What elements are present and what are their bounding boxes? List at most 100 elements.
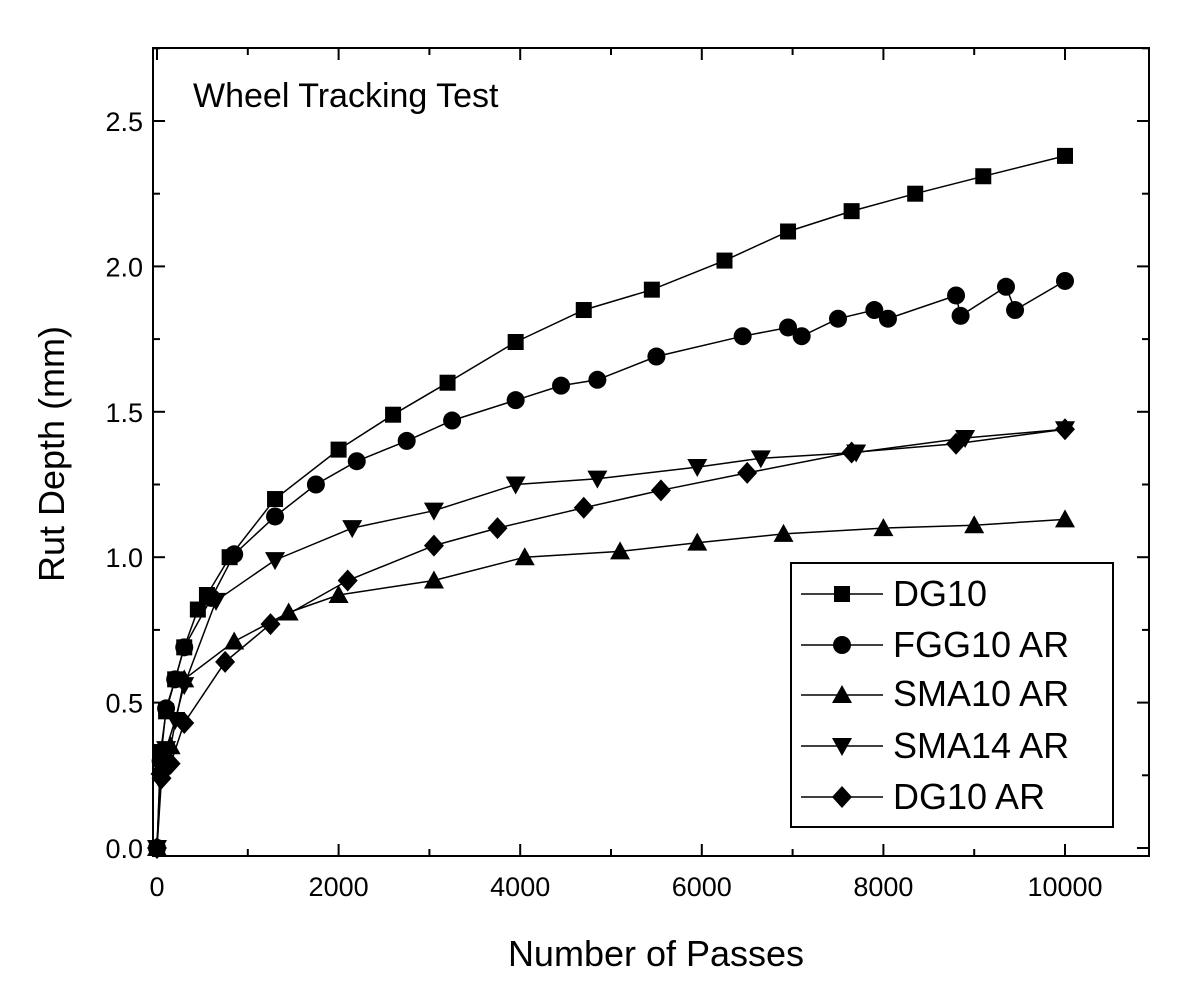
x-tick-label: 10000 bbox=[1027, 872, 1102, 902]
data-point-fgg10-ar bbox=[306, 475, 325, 494]
legend-samples bbox=[801, 586, 883, 808]
legend-marker-sma10-ar bbox=[832, 685, 852, 703]
data-point-fgg10-ar bbox=[266, 507, 285, 526]
series-line-sma14-ar bbox=[156, 428, 1066, 849]
data-point-sma10-ar bbox=[773, 523, 794, 542]
y-axis-title: Rut Depth (mm) bbox=[31, 326, 72, 582]
legend-marker-fgg10-ar bbox=[833, 636, 851, 654]
series-dg10-ar bbox=[147, 418, 1075, 859]
data-point-sma14-ar bbox=[423, 502, 444, 521]
data-point-dg10 bbox=[575, 302, 592, 319]
legend-label-sma14-ar: SMA14 AR bbox=[893, 725, 1069, 766]
y-tick-label: 2.5 bbox=[105, 107, 143, 137]
legend: DG10 FGG10 AR SMA10 AR SMA14 AR DG10 AR bbox=[790, 562, 1114, 828]
legend-label-dg10: DG10 bbox=[893, 573, 987, 614]
data-point-dg10 bbox=[1057, 147, 1073, 164]
data-point-sma14-ar bbox=[206, 592, 227, 611]
data-point-fgg10-ar bbox=[865, 301, 884, 320]
data-point-sma14-ar bbox=[342, 520, 363, 539]
data-point-dg10-ar bbox=[841, 441, 862, 464]
data-point-sma14-ar bbox=[505, 476, 526, 495]
data-point-dg10 bbox=[643, 281, 660, 298]
data-point-fgg10-ar bbox=[1006, 301, 1025, 320]
data-point-dg10 bbox=[385, 406, 402, 423]
data-point-sma10-ar bbox=[514, 547, 535, 566]
y-tick-label: 1.5 bbox=[105, 398, 143, 428]
x-tick-label: 4000 bbox=[490, 872, 550, 902]
data-point-fgg10-ar bbox=[996, 277, 1015, 296]
x-tick-label: 0 bbox=[149, 872, 164, 902]
data-point-fgg10-ar bbox=[225, 545, 244, 564]
legend-label-dg10-ar: DG10 AR bbox=[893, 776, 1045, 817]
x-tick-label: 6000 bbox=[672, 872, 732, 902]
data-point-fgg10-ar bbox=[792, 327, 811, 346]
tick-labels: 0 2000 4000 6000 8000 10000 0.0 0.5 1.0 1.5 2.0 2.5 bbox=[105, 107, 1102, 902]
data-point-dg10 bbox=[330, 441, 347, 458]
data-point-sma14-ar bbox=[750, 450, 771, 469]
data-point-fgg10-ar bbox=[779, 318, 798, 337]
data-point-fgg10-ar bbox=[397, 431, 416, 450]
data-point-dg10 bbox=[843, 203, 860, 220]
axis-ticks bbox=[153, 47, 1149, 856]
data-point-dg10-ar bbox=[337, 569, 358, 592]
data-point-sma14-ar bbox=[587, 470, 608, 489]
data-point-sma10-ar bbox=[687, 532, 708, 551]
data-point-sma14-ar bbox=[174, 677, 195, 696]
data-point-dg10 bbox=[716, 252, 733, 269]
data-point-dg10-ar bbox=[737, 461, 758, 484]
data-point-dg10-ar bbox=[946, 432, 967, 455]
data-point-sma14-ar bbox=[265, 552, 286, 571]
x-tick-label: 8000 bbox=[853, 872, 913, 902]
legend-label-fgg10-ar: FGG10 AR bbox=[893, 624, 1069, 665]
data-point-dg10-ar bbox=[147, 837, 167, 859]
data-point-dg10 bbox=[907, 185, 924, 202]
data-point-dg10-ar bbox=[260, 613, 281, 636]
data-point-dg10 bbox=[189, 601, 206, 618]
data-point-fgg10-ar bbox=[647, 347, 666, 366]
chart-title: Wheel Tracking Test bbox=[193, 77, 499, 115]
data-point-sma14-ar bbox=[156, 741, 177, 760]
data-point-fgg10-ar bbox=[506, 391, 525, 410]
data-point-dg10 bbox=[507, 334, 524, 351]
legend-marker-sma14-ar bbox=[832, 738, 852, 756]
legend-marker-dg10-ar bbox=[832, 786, 852, 808]
data-point-fgg10-ar bbox=[947, 286, 966, 305]
data-point-fgg10-ar bbox=[443, 411, 462, 430]
data-point-sma10-ar bbox=[873, 518, 894, 537]
data-point-sma10-ar bbox=[224, 631, 245, 650]
data-point-fgg10-ar bbox=[552, 376, 571, 395]
y-tick-label: 0.0 bbox=[105, 834, 143, 864]
legend-label-sma10-ar: SMA10 AR bbox=[893, 673, 1069, 714]
data-point-dg10-ar bbox=[423, 534, 444, 557]
x-axis-title: Number of Passes bbox=[508, 933, 804, 974]
data-point-sma14-ar bbox=[955, 429, 976, 448]
data-point-dg10-ar bbox=[487, 517, 508, 540]
plot-frame bbox=[152, 47, 1150, 857]
data-point-dg10-ar bbox=[151, 767, 172, 790]
data-point-dg10 bbox=[439, 374, 456, 391]
y-tick-label: 2.0 bbox=[105, 252, 143, 282]
data-point-fgg10-ar bbox=[1056, 271, 1074, 290]
series-layer bbox=[147, 147, 1075, 859]
y-tick-label: 1.0 bbox=[105, 543, 143, 573]
data-point-sma10-ar bbox=[964, 515, 985, 534]
y-tick-label: 0.5 bbox=[105, 689, 143, 719]
data-point-dg10 bbox=[975, 168, 992, 185]
data-point-fgg10-ar bbox=[175, 638, 194, 657]
data-point-dg10-ar bbox=[160, 752, 181, 775]
data-point-fgg10-ar bbox=[878, 309, 897, 328]
data-point-dg10-ar bbox=[650, 479, 671, 502]
data-point-sma10-ar bbox=[1055, 509, 1075, 528]
data-point-dg10 bbox=[780, 223, 797, 240]
data-point-dg10-ar bbox=[573, 496, 594, 519]
data-point-sma10-ar bbox=[328, 585, 349, 604]
data-point-fgg10-ar bbox=[347, 452, 366, 471]
data-point-dg10-ar bbox=[215, 650, 236, 673]
data-point-fgg10-ar bbox=[733, 327, 752, 346]
data-point-sma10-ar bbox=[423, 570, 444, 589]
data-point-dg10-ar bbox=[1055, 418, 1075, 441]
data-point-sma14-ar bbox=[687, 459, 708, 478]
data-point-fgg10-ar bbox=[588, 370, 607, 389]
data-point-dg10-ar bbox=[174, 711, 195, 734]
